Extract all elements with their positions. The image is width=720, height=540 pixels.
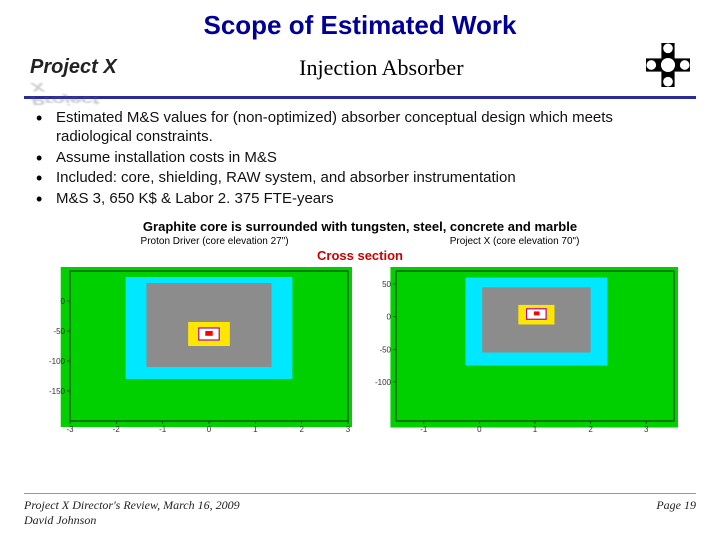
svg-text:0: 0 <box>477 425 482 434</box>
svg-text:0: 0 <box>207 425 212 434</box>
svg-text:2: 2 <box>588 425 593 434</box>
svg-text:-100: -100 <box>49 357 66 366</box>
svg-text:50: 50 <box>382 280 391 289</box>
svg-text:0: 0 <box>387 312 392 321</box>
svg-text:-1: -1 <box>159 425 167 434</box>
project-x-logo: Project X Project X <box>30 56 117 79</box>
svg-text:-150: -150 <box>49 387 66 396</box>
chart-left: -3 -2 -1 0 1 2 3 0 -50 -100 -150 <box>42 267 352 442</box>
svg-text:-50: -50 <box>379 345 391 354</box>
svg-text:1: 1 <box>253 425 258 434</box>
list-item: Estimated M&S values for (non-optimized)… <box>56 109 676 147</box>
list-item: Included: core, shielding, RAW system, a… <box>56 169 676 188</box>
logo-text: Project X <box>30 56 117 78</box>
subplot-labels: Proton Driver (core elevation 27") Proje… <box>0 236 720 247</box>
footer: Project X Director's Review, March 16, 2… <box>24 493 696 528</box>
svg-text:0: 0 <box>61 297 66 306</box>
fermilab-logo-icon <box>646 43 690 92</box>
svg-text:-50: -50 <box>53 327 65 336</box>
footer-page: Page 19 <box>656 498 696 528</box>
svg-text:3: 3 <box>644 425 649 434</box>
bullet-list: Estimated M&S values for (non-optimized)… <box>0 109 720 209</box>
list-item: M&S 3, 650 K$ & Labor 2. 375 FTE-years <box>56 190 676 209</box>
subtitle: Injection Absorber <box>117 55 646 81</box>
right-chart-label: Project X (core elevation 70") <box>450 236 580 247</box>
svg-text:2: 2 <box>299 425 304 434</box>
left-chart-label: Proton Driver (core elevation 27") <box>141 236 289 247</box>
svg-text:3: 3 <box>346 425 351 434</box>
svg-text:1: 1 <box>533 425 538 434</box>
svg-text:-100: -100 <box>375 378 392 387</box>
list-item: Assume installation costs in M&S <box>56 149 676 168</box>
chart-right: -1 0 1 2 3 50 0 -50 -100 <box>368 267 678 442</box>
svg-text:-3: -3 <box>66 425 74 434</box>
footer-author: David Johnson <box>24 513 240 528</box>
svg-text:-2: -2 <box>113 425 121 434</box>
footer-date: Project X Director's Review, March 16, 2… <box>24 498 240 513</box>
page-title: Scope of Estimated Work <box>0 0 720 41</box>
charts-row: -3 -2 -1 0 1 2 3 0 -50 -100 -150 -1 0 1 2 3 50 0 -50 -100 <box>0 267 720 442</box>
cross-section-label: Cross section <box>0 248 720 263</box>
svg-text:-1: -1 <box>420 425 428 434</box>
logo-shadow: Project X <box>31 79 117 107</box>
header-row: Project X Project X Injection Absorber <box>0 41 720 92</box>
figure-caption: Graphite core is surrounded with tungste… <box>0 219 720 234</box>
footer-left: Project X Director's Review, March 16, 2… <box>24 498 240 528</box>
horizontal-rule <box>24 96 696 99</box>
